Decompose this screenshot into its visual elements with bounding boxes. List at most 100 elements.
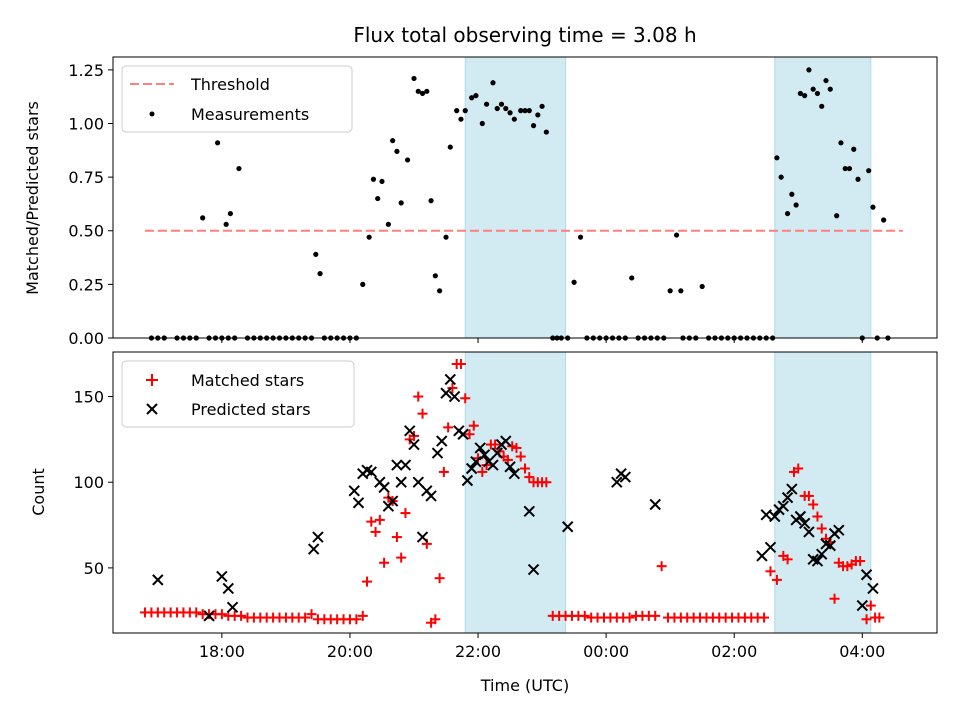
matched-star-point [771,574,782,585]
measurement-point [827,86,833,92]
ratio-panel: 0.00 0.25 0.50 0.75 1.00 1.25 Matched/Predict… [23,56,938,348]
ratio-y-tick-label: 0.75 [68,168,104,187]
measurement-point [678,288,684,294]
measurement-point [673,232,680,238]
count-y-tick-label: 50 [84,559,104,578]
measurement-point [490,80,496,86]
measurement-point [313,251,319,257]
measurement-point [227,210,234,217]
ratio-y-tick-label: 0.50 [68,222,104,241]
matched-star-point [541,477,552,488]
matched-star-point [865,600,876,611]
measurement-point [797,90,803,97]
measurement-point [539,103,545,109]
measurement-point [437,288,443,294]
predicted-star-point [408,438,420,451]
matched-star-point [765,566,776,577]
predicted-star-point [508,467,521,480]
measurement-point [385,221,391,227]
matched-star-point [430,614,441,625]
count-panel-frame [112,351,938,634]
measurement-point [518,108,524,114]
measurement-point [823,77,829,84]
matched-star-point [861,614,872,625]
measurement-point [526,108,532,114]
measurement-point [503,105,509,112]
measurement-point [215,140,221,146]
predicted-star-point [619,471,632,483]
measurement-point [223,221,229,227]
matched-star-point [490,439,501,450]
matched-star-point [374,514,385,525]
matched-star-point [524,472,535,483]
matched-star-point [391,532,402,543]
matched-star-point [650,610,661,621]
count-y-axis-label: Count [29,468,48,516]
predicted-star-point [203,610,215,622]
matched-star-point [808,499,819,510]
matched-star-point [396,552,407,563]
ratio-legend: Threshold Measurements [121,65,353,133]
ratio-panel-frame [112,56,938,339]
measurement-point [814,90,821,97]
predicted-star-point [386,495,399,507]
measurement-point [866,168,872,174]
matched-star-point [191,607,202,618]
matched-star-point [417,408,428,419]
measurement-point [789,191,795,197]
predicted-star-point [611,476,623,488]
measurement-point [469,95,475,101]
predicted-star-point [867,582,879,595]
matched-star-point [300,612,311,623]
count-legend-box [121,360,355,428]
x-axis-label: Time (UTC) [480,676,569,695]
matched-star-point [829,593,840,604]
predicted-star-point [504,461,516,473]
predicted-star-point [860,569,873,581]
measurement-point [810,86,816,92]
measurement-point [784,210,791,217]
measurement-point [375,195,381,202]
matched-star-point [236,610,247,621]
predicted-star-point [416,531,429,543]
measurement-point [819,103,825,109]
matched-star-point [624,612,635,623]
predicted-star-point [487,459,499,471]
measurement-point [535,112,541,118]
predicted-star-point [527,563,540,576]
predicted-star-point [399,459,412,471]
measurement-point [428,198,434,204]
x-tick-label: 20:00 [327,642,373,661]
legend-threshold-label: Threshold [190,75,270,94]
measurement-point [507,110,513,116]
measurement-point [870,204,876,210]
measurement-point [236,165,242,172]
measurement-point [530,123,537,129]
predicted-star-point [769,510,781,523]
measurement-point [390,138,396,144]
measurement-point [846,165,853,172]
measurement-point [379,178,385,185]
matched-star-point [812,511,823,522]
matched-star-point [477,466,488,477]
x-tick-label: 00:00 [583,642,629,661]
predicted-star-point [395,476,407,488]
measurement-point [774,155,780,161]
predicted-star-point [425,490,437,502]
matched-star-point [357,610,368,621]
measurement-point [447,144,453,150]
matched-star-point [460,393,471,404]
measurement-point [522,108,528,114]
matched-star-point [413,391,424,402]
matched-star-point [793,463,804,474]
predicted-star-point [436,435,448,447]
x-tick-label: 22:00 [455,642,501,661]
measurement-point [370,176,377,182]
measurement-point [834,213,840,219]
measurement-point [511,116,517,122]
measurement-point [419,90,426,97]
predicted-star-point [431,447,444,459]
predicted-star-point [348,485,360,497]
